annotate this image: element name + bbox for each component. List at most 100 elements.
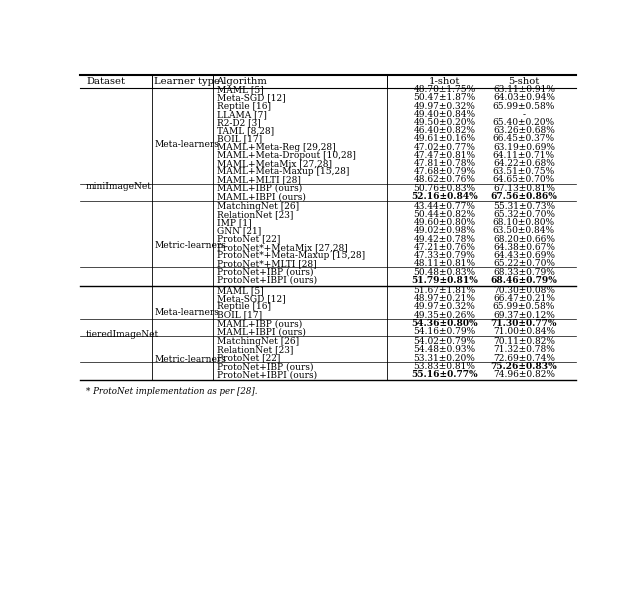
Text: 50.44±0.82%: 50.44±0.82% — [413, 210, 476, 219]
Text: 54.36±0.80%: 54.36±0.80% — [412, 319, 478, 328]
Text: Meta-SGD [12]: Meta-SGD [12] — [217, 93, 285, 102]
Text: 64.43±0.69%: 64.43±0.69% — [493, 251, 555, 260]
Text: 63.26±0.68%: 63.26±0.68% — [493, 126, 555, 135]
Text: ProtoNet*+Meta-Maxup [15,28]: ProtoNet*+Meta-Maxup [15,28] — [217, 251, 365, 260]
Text: 47.21±0.76%: 47.21±0.76% — [413, 243, 476, 252]
Text: 64.11±0.71%: 64.11±0.71% — [493, 151, 555, 160]
Text: 49.97±0.32%: 49.97±0.32% — [413, 303, 476, 312]
Text: 63.51±0.75%: 63.51±0.75% — [493, 167, 555, 176]
Text: 48.62±0.76%: 48.62±0.76% — [413, 175, 476, 184]
Text: 54.02±0.79%: 54.02±0.79% — [413, 337, 476, 346]
Text: BOIL [17]: BOIL [17] — [217, 135, 262, 144]
Text: 50.76±0.83%: 50.76±0.83% — [413, 184, 476, 193]
Text: 65.22±0.70%: 65.22±0.70% — [493, 259, 555, 269]
Text: 64.38±0.67%: 64.38±0.67% — [493, 243, 555, 252]
Text: 50.48±0.83%: 50.48±0.83% — [413, 268, 476, 277]
Text: 48.11±0.81%: 48.11±0.81% — [413, 259, 476, 269]
Text: tieredImageNet: tieredImageNet — [86, 330, 159, 339]
Text: 54.48±0.93%: 54.48±0.93% — [413, 346, 476, 355]
Text: 64.22±0.68%: 64.22±0.68% — [493, 159, 555, 168]
Text: TAML [8,28]: TAML [8,28] — [217, 126, 274, 135]
Text: 1-shot: 1-shot — [429, 77, 460, 86]
Text: Meta-learners: Meta-learners — [154, 141, 220, 150]
Text: RelationNet [23]: RelationNet [23] — [217, 210, 293, 219]
Text: MAML+MetaMix [27,28]: MAML+MetaMix [27,28] — [217, 159, 332, 168]
Text: 47.02±0.77%: 47.02±0.77% — [413, 142, 476, 151]
Text: 49.40±0.84%: 49.40±0.84% — [413, 110, 476, 119]
Text: 53.31±0.20%: 53.31±0.20% — [413, 353, 476, 362]
Text: LLAMA [7]: LLAMA [7] — [217, 110, 267, 119]
Text: 43.44±0.77%: 43.44±0.77% — [413, 202, 476, 211]
Text: 65.40±0.20%: 65.40±0.20% — [493, 118, 555, 127]
Text: * ProtoNet implementation as per [28].: * ProtoNet implementation as per [28]. — [86, 387, 257, 396]
Text: 50.47±1.87%: 50.47±1.87% — [413, 93, 476, 102]
Text: 52.16±0.84%: 52.16±0.84% — [411, 192, 478, 201]
Text: 47.81±0.78%: 47.81±0.78% — [413, 159, 476, 168]
Text: 72.69±0.74%: 72.69±0.74% — [493, 353, 555, 362]
Text: Learner type: Learner type — [154, 77, 220, 86]
Text: 74.96±0.82%: 74.96±0.82% — [493, 370, 555, 379]
Text: 65.99±0.58%: 65.99±0.58% — [493, 303, 555, 312]
Text: MAML+Meta-Reg [29,28]: MAML+Meta-Reg [29,28] — [217, 142, 335, 151]
Text: 5-shot: 5-shot — [508, 77, 540, 86]
Text: 49.42±0.78%: 49.42±0.78% — [413, 234, 476, 243]
Text: ProtoNet*+MetaMix [27,28]: ProtoNet*+MetaMix [27,28] — [217, 243, 348, 252]
Text: 51.67±1.81%: 51.67±1.81% — [413, 286, 476, 295]
Text: 75.26±0.83%: 75.26±0.83% — [490, 362, 557, 371]
Text: 66.47±0.21%: 66.47±0.21% — [493, 294, 555, 303]
Text: 53.83±0.81%: 53.83±0.81% — [413, 362, 476, 371]
Text: miniImageNet: miniImageNet — [86, 182, 152, 191]
Text: 48.97±0.21%: 48.97±0.21% — [413, 294, 476, 303]
Text: MatchingNet [26]: MatchingNet [26] — [217, 337, 299, 346]
Text: ProtoNet*+MLTI [28]: ProtoNet*+MLTI [28] — [217, 259, 317, 269]
Text: 64.03±0.94%: 64.03±0.94% — [493, 93, 555, 102]
Text: R2-D2 [3]: R2-D2 [3] — [217, 118, 260, 127]
Text: 64.65±0.70%: 64.65±0.70% — [493, 175, 555, 184]
Text: MatchingNet [26]: MatchingNet [26] — [217, 202, 299, 211]
Text: 66.45±0.37%: 66.45±0.37% — [493, 135, 555, 144]
Text: 68.33±0.79%: 68.33±0.79% — [493, 268, 555, 277]
Text: 49.60±0.80%: 49.60±0.80% — [413, 218, 476, 227]
Text: ProtoNet+IBPI (ours): ProtoNet+IBPI (ours) — [217, 276, 317, 285]
Text: 71.32±0.78%: 71.32±0.78% — [493, 346, 555, 355]
Text: 68.46±0.79%: 68.46±0.79% — [490, 276, 557, 285]
Text: RelationNet [23]: RelationNet [23] — [217, 346, 293, 355]
Text: Meta-SGD [12]: Meta-SGD [12] — [217, 294, 285, 303]
Text: 70.11±0.82%: 70.11±0.82% — [493, 337, 555, 346]
Text: MAML+IBP (ours): MAML+IBP (ours) — [217, 184, 302, 193]
Text: Metric-learners: Metric-learners — [154, 355, 227, 364]
Text: MAML+Meta-Maxup [15,28]: MAML+Meta-Maxup [15,28] — [217, 167, 349, 176]
Text: 48.70±1.75%: 48.70±1.75% — [413, 86, 476, 94]
Text: GNN [21]: GNN [21] — [217, 227, 261, 236]
Text: MAML+IBPI (ours): MAML+IBPI (ours) — [217, 192, 306, 201]
Text: Reptile [16]: Reptile [16] — [217, 303, 271, 312]
Text: 63.11±0.91%: 63.11±0.91% — [493, 86, 555, 94]
Text: ProtoNet [22]: ProtoNet [22] — [217, 353, 280, 362]
Text: 65.99±0.58%: 65.99±0.58% — [493, 102, 555, 111]
Text: ProtoNet+IBPI (ours): ProtoNet+IBPI (ours) — [217, 370, 317, 379]
Text: 49.97±0.32%: 49.97±0.32% — [413, 102, 476, 111]
Text: 55.16±0.77%: 55.16±0.77% — [412, 370, 478, 379]
Text: 47.33±0.79%: 47.33±0.79% — [413, 251, 476, 260]
Text: BOIL [17]: BOIL [17] — [217, 311, 262, 320]
Text: Reptile [16]: Reptile [16] — [217, 102, 271, 111]
Text: -: - — [522, 110, 525, 119]
Text: 47.47±0.81%: 47.47±0.81% — [413, 151, 476, 160]
Text: MAML+IBPI (ours): MAML+IBPI (ours) — [217, 328, 306, 337]
Text: IMP [1]: IMP [1] — [217, 218, 252, 227]
Text: ProtoNet [22]: ProtoNet [22] — [217, 234, 280, 243]
Text: 54.16±0.79%: 54.16±0.79% — [413, 328, 476, 337]
Text: 55.31±0.73%: 55.31±0.73% — [493, 202, 555, 211]
Text: 71.30±0.77%: 71.30±0.77% — [491, 319, 557, 328]
Text: 49.35±0.26%: 49.35±0.26% — [413, 311, 476, 320]
Text: 49.50±0.20%: 49.50±0.20% — [413, 118, 476, 127]
Text: MAML+Meta-Dropout [10,28]: MAML+Meta-Dropout [10,28] — [217, 151, 356, 160]
Text: 69.37±0.12%: 69.37±0.12% — [493, 311, 555, 320]
Text: 67.13±0.81%: 67.13±0.81% — [493, 184, 555, 193]
Text: MAML+MLTI [28]: MAML+MLTI [28] — [217, 175, 301, 184]
Text: 63.50±0.84%: 63.50±0.84% — [493, 227, 555, 236]
Text: 68.10±0.80%: 68.10±0.80% — [493, 218, 555, 227]
Text: 70.30±0.08%: 70.30±0.08% — [493, 286, 555, 295]
Text: Meta-learners: Meta-learners — [154, 309, 220, 318]
Text: Algorithm: Algorithm — [216, 77, 267, 86]
